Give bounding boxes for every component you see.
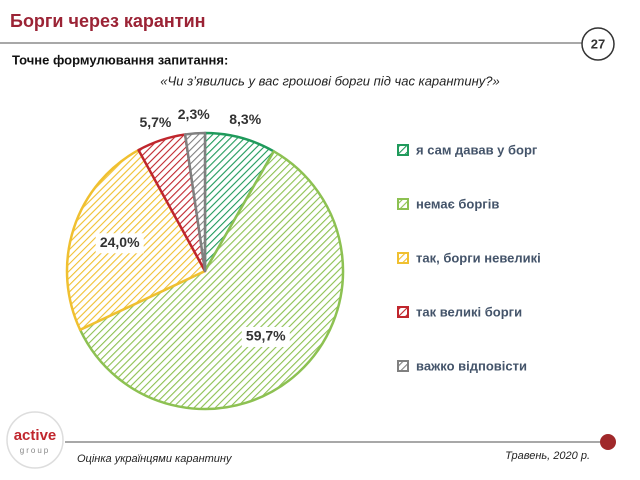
logo-main: active xyxy=(14,427,57,444)
footer-dot xyxy=(600,434,616,450)
data-label: 8,3% xyxy=(229,111,261,127)
legend: я сам давав у борг немає боргів так, борги… xyxy=(397,142,541,373)
legend-label: важко відповісти xyxy=(416,358,527,373)
legend-label: я сам давав у борг xyxy=(416,142,538,157)
label-box xyxy=(241,326,290,347)
footer-date: Травень, 2020 р. xyxy=(505,450,590,462)
pie-slice xyxy=(183,131,207,273)
legend-swatch xyxy=(397,144,409,156)
legend-label: так, борги невеликі xyxy=(416,250,541,265)
data-label: 59,7% xyxy=(246,328,286,344)
pie: 8,3% 59,7% 24,0% 5,7% 2,3% xyxy=(65,106,345,411)
label-box xyxy=(95,233,144,254)
data-label: 5,7% xyxy=(139,114,171,130)
legend-swatch xyxy=(397,252,409,264)
legend-label: немає боргів xyxy=(416,196,499,211)
footer-note: Оцінка українцями карантину xyxy=(77,453,233,465)
legend-label: так великі борги xyxy=(416,304,522,319)
page-badge xyxy=(581,27,615,61)
slide-title: Борги через карантин xyxy=(10,11,206,31)
legend-swatch xyxy=(397,306,409,318)
data-label: 24,0% xyxy=(100,234,140,250)
page-number: 27 xyxy=(591,36,605,51)
legend-swatch xyxy=(397,198,409,210)
data-label: 2,3% xyxy=(178,106,210,122)
question-label: Точне формулювання запитання: xyxy=(12,52,228,67)
logo-sub: group xyxy=(20,446,50,455)
legend-swatch xyxy=(397,360,409,372)
question: «Чи з’явились у вас грошові борги під ча… xyxy=(160,73,499,88)
logo-ring xyxy=(6,411,64,469)
